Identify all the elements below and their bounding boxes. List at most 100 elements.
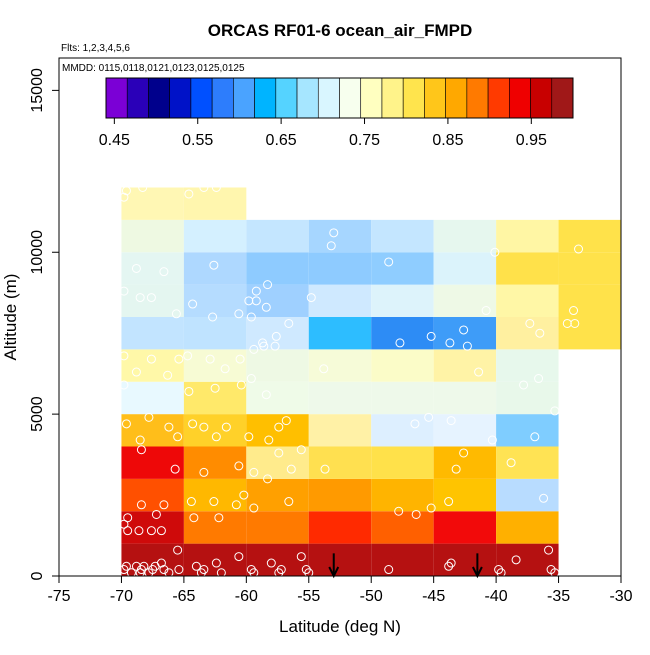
- heatmap-cell: [433, 252, 497, 285]
- data-point: [249, 467, 259, 477]
- heatmap-cell: [371, 349, 434, 382]
- data-point: [235, 354, 245, 364]
- colorbar-segment: [381, 77, 404, 119]
- y-tick-label: 15000: [29, 68, 46, 113]
- data-point: [284, 318, 294, 328]
- heatmap-cell: [496, 511, 559, 544]
- heatmap-cell: [308, 414, 372, 447]
- data-point: [296, 552, 306, 562]
- colorbar-segment: [275, 77, 298, 119]
- data-point: [210, 383, 220, 393]
- data-point: [426, 331, 436, 341]
- data-point: [131, 263, 141, 273]
- x-tick-label: -70: [110, 588, 133, 605]
- heatmap-cell: [558, 252, 621, 285]
- heatmap-cell: [183, 317, 247, 350]
- colorbar-segment: [148, 77, 170, 119]
- data-point: [221, 422, 231, 432]
- data-point: [490, 247, 500, 257]
- data-point: [119, 192, 129, 202]
- data-point: [281, 416, 291, 426]
- heatmap-cell: [308, 381, 372, 415]
- x-tick-label: -60: [235, 588, 258, 605]
- data-point: [462, 341, 472, 351]
- colorbar-segment: [254, 77, 277, 119]
- heatmap-cell: [246, 252, 309, 285]
- data-point: [494, 565, 504, 575]
- heatmap-cell: [183, 187, 247, 220]
- heatmap-cells: [121, 187, 621, 576]
- data-point: [487, 435, 497, 445]
- heatmap-cell: [496, 252, 559, 285]
- data-point: [511, 555, 521, 565]
- data-point: [474, 367, 484, 377]
- data-point: [164, 422, 174, 432]
- colorbar-segment: [466, 77, 489, 119]
- heatmap-cell: [121, 219, 184, 253]
- data-point: [426, 503, 436, 513]
- data-point: [459, 325, 469, 335]
- heatmap-cell: [433, 511, 497, 544]
- data-point: [481, 306, 491, 316]
- colorbar-segment: [296, 77, 319, 119]
- heatmap-cell: [371, 252, 434, 285]
- heatmap-cell: [246, 219, 309, 253]
- heatmap-cell: [496, 414, 559, 447]
- colorbar-segment: [190, 77, 213, 119]
- data-point: [174, 354, 184, 364]
- heatmap-cell: [183, 219, 247, 253]
- colorbar-segment: [105, 77, 128, 119]
- data-point: [126, 568, 136, 578]
- x-tick-label: -75: [47, 588, 70, 605]
- colorbar-tick-label: 0.65: [266, 132, 297, 149]
- heatmap-cell: [496, 478, 559, 512]
- heatmap-cell: [433, 414, 497, 447]
- data-point: [146, 526, 156, 536]
- heatmap-cell: [496, 219, 559, 253]
- heatmap-cell: [308, 349, 372, 382]
- data-point: [211, 432, 221, 442]
- heatmap-cell: [371, 414, 434, 447]
- data-point: [119, 351, 129, 361]
- data-point: [199, 422, 209, 432]
- data-point: [266, 558, 276, 568]
- heatmap-cell: [308, 543, 372, 576]
- data-point: [249, 503, 259, 513]
- data-point: [209, 260, 219, 270]
- data-point: [236, 380, 246, 390]
- data-point: [138, 183, 148, 192]
- y-tick-label: 0: [29, 571, 46, 580]
- heatmap-cell: [121, 187, 184, 220]
- data-point: [569, 306, 579, 316]
- data-point: [459, 448, 469, 458]
- colorbar-segment: [487, 77, 510, 119]
- data-point: [496, 568, 506, 578]
- heatmap-cell: [371, 511, 434, 544]
- data-point: [274, 422, 284, 432]
- data-point: [451, 464, 461, 474]
- colorbar-segment: [317, 77, 340, 119]
- heatmap-cell: [308, 511, 372, 544]
- heatmap-cell: [308, 219, 372, 253]
- heatmap-cell: [246, 317, 309, 350]
- heatmap-cell: [308, 478, 372, 512]
- heatmap-cell: [183, 284, 247, 317]
- heatmap-cell: [433, 446, 497, 479]
- data-point: [525, 318, 535, 328]
- heatmap-cell: [246, 349, 309, 382]
- x-axis: -75 -70 -65 -60 -55 -50 -45 -40 -35 -30: [47, 576, 633, 605]
- heatmap-cell: [121, 446, 184, 479]
- heatmap-cell: [246, 511, 309, 544]
- y-tick-label: 10000: [29, 230, 46, 275]
- colorbar-segment: [360, 77, 383, 119]
- x-tick-label: -50: [360, 588, 383, 605]
- data-point: [183, 351, 193, 361]
- x-tick-label: -40: [485, 588, 508, 605]
- data-point: [136, 500, 146, 510]
- data-point: [411, 509, 421, 519]
- data-point: [159, 267, 169, 277]
- data-point: [234, 461, 244, 471]
- data-point: [251, 296, 261, 306]
- colorbar-tick-label: 0.85: [432, 132, 463, 149]
